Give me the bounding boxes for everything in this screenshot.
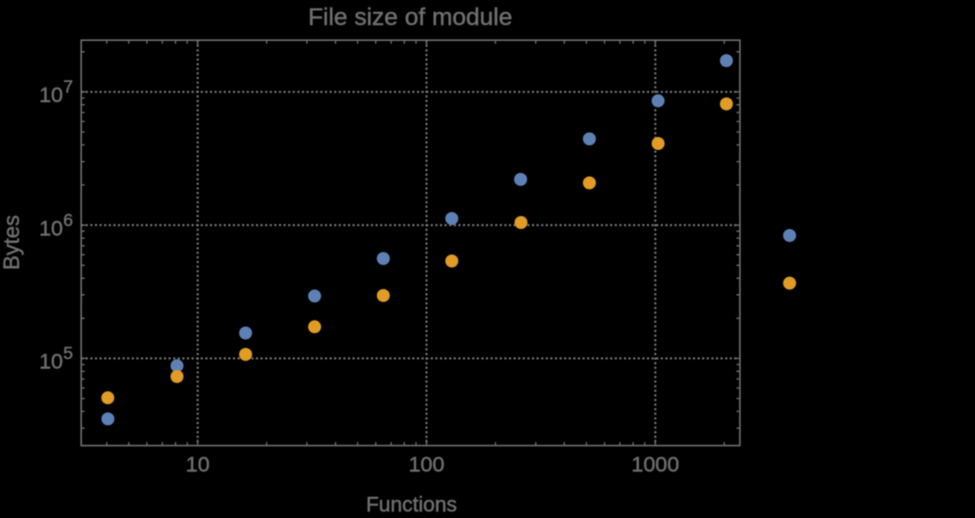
svg-text:7: 7 (63, 77, 73, 97)
svg-text:100: 100 (409, 453, 445, 477)
svg-text:10: 10 (186, 453, 210, 477)
svg-text:File size of module: File size of module (308, 4, 512, 31)
svg-text:Functions: Functions (366, 494, 457, 513)
svg-text:Bytes: Bytes (0, 215, 24, 270)
svg-text:10: 10 (39, 216, 63, 240)
svg-text:10: 10 (39, 350, 63, 374)
svg-text:5: 5 (63, 343, 73, 363)
svg-text:6: 6 (63, 210, 73, 230)
svg-text:10: 10 (39, 83, 63, 107)
svg-text:1000: 1000 (631, 453, 679, 477)
